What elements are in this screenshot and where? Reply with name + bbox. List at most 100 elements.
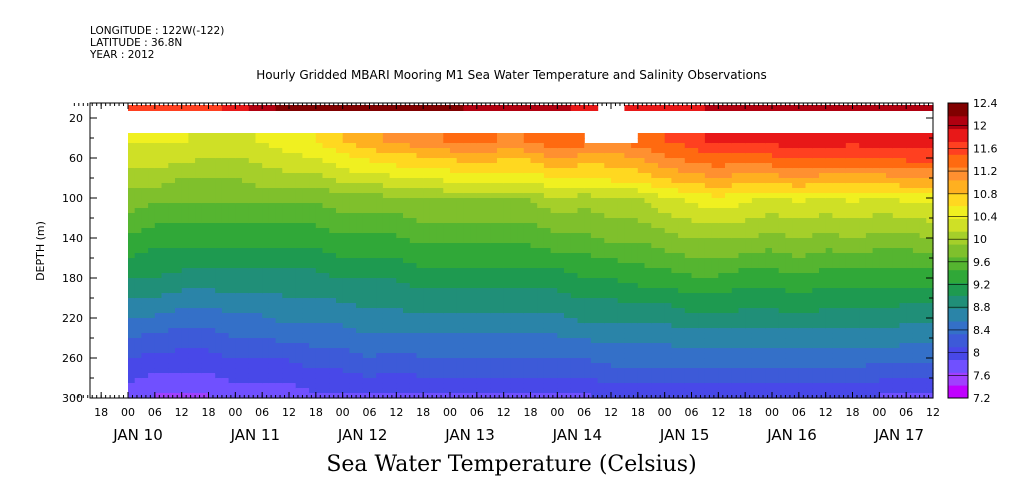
heatmap-cell	[309, 198, 317, 204]
heatmap-cell	[711, 198, 719, 204]
heatmap-cell	[282, 105, 290, 111]
heatmap-cell	[356, 188, 364, 194]
heatmap-cell	[604, 308, 612, 314]
heatmap-cell	[517, 193, 525, 199]
heatmap-cell	[161, 293, 169, 299]
heatmap-cell	[336, 273, 344, 279]
heatmap-cell	[168, 308, 176, 314]
heatmap-cell	[255, 258, 263, 264]
heatmap-cell	[302, 328, 310, 334]
heatmap-cell	[302, 273, 310, 279]
heatmap-cell	[550, 303, 558, 309]
heatmap-cell	[436, 133, 444, 139]
heatmap-cell	[577, 258, 585, 264]
heatmap-cell	[315, 288, 324, 294]
heatmap-cell	[128, 323, 136, 329]
heatmap-cell	[731, 193, 740, 199]
heatmap-cell	[523, 173, 532, 179]
heatmap-cell	[497, 288, 505, 294]
heatmap-cell	[497, 148, 505, 154]
heatmap-cell	[450, 198, 458, 204]
heatmap-cell	[684, 268, 693, 274]
heatmap-cell	[221, 328, 230, 334]
heatmap-cell	[543, 208, 552, 214]
heatmap-cell	[530, 273, 538, 279]
heatmap-cell	[268, 163, 277, 169]
heatmap-cell	[369, 233, 377, 239]
heatmap-cell	[644, 253, 652, 259]
heatmap-cell	[537, 238, 545, 244]
heatmap-cell	[396, 228, 404, 234]
heatmap-cell	[416, 163, 424, 169]
heatmap-cell	[678, 273, 686, 279]
heatmap-cell	[476, 308, 485, 314]
heatmap-cell	[188, 228, 196, 234]
heatmap-cell	[718, 393, 726, 399]
heatmap-cell	[154, 363, 163, 369]
heatmap-cell	[429, 383, 438, 389]
heatmap-cell	[268, 353, 277, 359]
heatmap-cell	[309, 358, 317, 364]
heatmap-cell	[181, 328, 189, 334]
heatmap-cell	[342, 248, 350, 254]
heatmap-cell	[228, 383, 236, 389]
heatmap-cell	[711, 323, 719, 329]
heatmap-cell	[255, 238, 263, 244]
heatmap-cell	[228, 193, 236, 199]
heatmap-cell	[175, 283, 183, 289]
heatmap-cell	[248, 238, 257, 244]
heatmap-cell	[255, 268, 263, 274]
heatmap-cell	[644, 373, 652, 379]
heatmap-cell	[671, 233, 679, 239]
heatmap-cell	[282, 178, 290, 184]
heatmap-cell	[704, 105, 713, 111]
heatmap-cell	[429, 273, 438, 279]
heatmap-cell	[228, 243, 236, 249]
heatmap-cell	[450, 148, 458, 154]
heatmap-cell	[208, 138, 216, 144]
heatmap-cell	[175, 188, 183, 194]
heatmap-cell	[342, 333, 350, 339]
heatmap-cell	[564, 293, 572, 299]
heatmap-cell	[637, 253, 646, 259]
heatmap-cell	[530, 178, 538, 184]
heatmap-cell	[329, 383, 337, 389]
heatmap-cell	[637, 208, 646, 214]
heatmap-cell	[181, 323, 189, 329]
heatmap-cell	[483, 173, 491, 179]
heatmap-cell	[409, 218, 418, 224]
heatmap-cell	[537, 153, 545, 159]
heatmap-cell	[678, 283, 686, 289]
heatmap-cell	[201, 383, 210, 389]
heatmap-cell	[423, 163, 431, 169]
heatmap-cell	[181, 168, 189, 174]
heatmap-cell	[336, 308, 344, 314]
heatmap-cell	[329, 228, 337, 234]
heatmap-cell	[450, 318, 458, 324]
heatmap-cell	[503, 213, 511, 219]
heatmap-cell	[295, 268, 303, 274]
heatmap-cell	[684, 273, 693, 279]
heatmap-cell	[322, 288, 330, 294]
heatmap-cell	[658, 258, 666, 264]
heatmap-cell	[624, 363, 632, 369]
heatmap-cell	[154, 223, 163, 229]
heatmap-cell	[356, 283, 364, 289]
heatmap-cell	[671, 178, 679, 184]
heatmap-cell	[436, 243, 444, 249]
heatmap-cell	[564, 213, 572, 219]
heatmap-cell	[302, 293, 310, 299]
heatmap-cell	[322, 163, 330, 169]
heatmap-cell	[570, 373, 579, 379]
heatmap-cell	[564, 238, 572, 244]
heatmap-cell	[658, 158, 666, 164]
heatmap-cell	[577, 328, 585, 334]
heatmap-cell	[550, 148, 558, 154]
heatmap-cell	[389, 353, 397, 359]
heatmap-cell	[255, 233, 263, 239]
heatmap-cell	[423, 318, 431, 324]
heatmap-cell	[315, 383, 324, 389]
heatmap-cell	[517, 153, 525, 159]
heatmap-cell	[577, 338, 585, 344]
heatmap-cell	[463, 263, 471, 269]
